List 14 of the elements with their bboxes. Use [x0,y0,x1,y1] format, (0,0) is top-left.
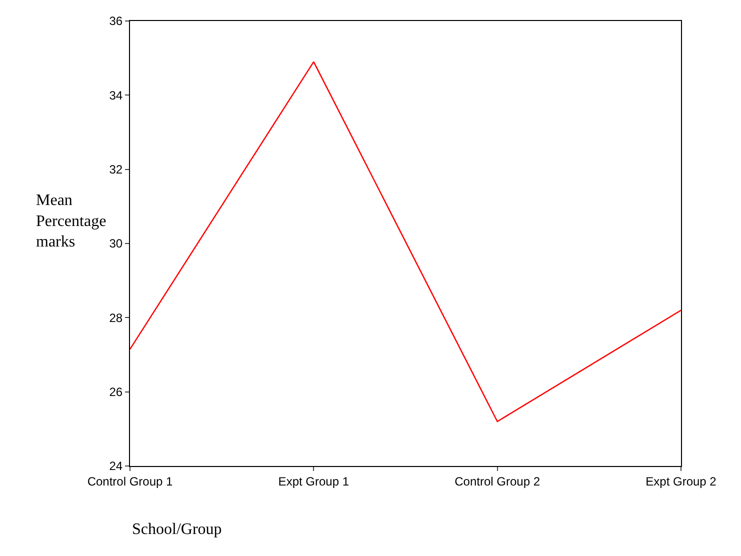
x-tick-label: Control Group 1 [87,474,174,488]
x-tick-label: Expt Group 1 [278,474,350,488]
y-tick-label: 30 [109,236,123,251]
y-tick-label: 32 [109,162,123,177]
x-tick-label: Expt Group 2 [646,474,717,488]
x-tick-label: Control Group 2 [454,474,540,488]
y-tick-label: 36 [109,14,123,28]
y-tick-label: 26 [109,385,123,400]
line-series [130,61,681,422]
x-axis-title: School/Group [132,521,222,538]
y-axis-title: Mean Percentage marks [36,192,106,251]
y-tick-label: 24 [109,459,123,474]
y-tick-label: 34 [109,88,123,102]
y-tick-label: 28 [109,310,123,325]
